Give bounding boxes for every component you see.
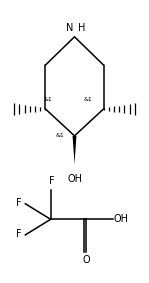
Text: F: F <box>16 198 21 208</box>
Text: H: H <box>78 23 86 33</box>
Text: N: N <box>66 23 73 33</box>
Text: F: F <box>49 176 54 186</box>
Text: &1: &1 <box>56 133 65 138</box>
Text: &1: &1 <box>83 97 92 102</box>
Text: &1: &1 <box>43 97 52 102</box>
Polygon shape <box>73 136 76 164</box>
Text: O: O <box>82 255 90 265</box>
Text: F: F <box>16 229 21 239</box>
Text: OH: OH <box>67 174 82 184</box>
Text: OH: OH <box>114 214 129 224</box>
